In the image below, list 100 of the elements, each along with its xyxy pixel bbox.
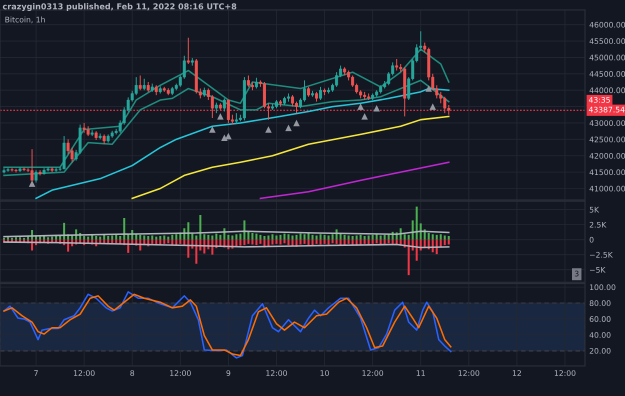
bar <box>247 240 250 244</box>
bar <box>39 236 42 240</box>
candlestick <box>86 126 90 137</box>
candlestick <box>443 96 446 114</box>
bar <box>332 234 334 240</box>
bar <box>376 240 378 244</box>
point <box>209 126 216 133</box>
bar <box>432 234 434 240</box>
bar <box>215 234 218 240</box>
bar <box>183 240 186 246</box>
candlestick <box>262 82 266 109</box>
bar <box>372 240 374 244</box>
annotation: crazygin0313 published, Feb 11, 2022 08:16 UTC+8 <box>2 3 236 12</box>
bar <box>312 234 314 240</box>
bar <box>251 240 254 244</box>
bar <box>47 237 50 240</box>
bar <box>251 233 254 240</box>
candlestick <box>226 98 230 124</box>
bar <box>287 234 290 240</box>
bar <box>243 220 246 240</box>
point <box>361 113 368 120</box>
bar <box>175 240 178 246</box>
bar <box>332 240 334 244</box>
bar <box>267 235 270 240</box>
bar <box>143 235 146 240</box>
bar <box>348 235 350 240</box>
candlestick <box>34 170 38 184</box>
point <box>425 85 432 92</box>
bar <box>300 240 302 244</box>
bar <box>328 240 330 244</box>
candlestick <box>307 86 310 98</box>
bar <box>139 234 142 240</box>
bar <box>368 235 370 240</box>
bar <box>255 234 258 240</box>
bar <box>199 215 202 240</box>
candlestick <box>142 78 146 91</box>
candlestick <box>202 87 206 98</box>
bar <box>392 240 394 244</box>
bar <box>308 240 310 246</box>
bar <box>155 236 158 240</box>
bar <box>320 240 322 244</box>
candlestick <box>214 102 218 114</box>
bar <box>195 240 198 264</box>
candlestick <box>319 86 322 101</box>
candlestick <box>102 134 106 145</box>
bar <box>219 234 222 240</box>
bar <box>227 234 230 240</box>
bar <box>283 240 286 244</box>
bar <box>336 240 338 244</box>
bar <box>119 236 122 240</box>
bar <box>376 234 378 240</box>
candlestick <box>395 58 398 72</box>
bar <box>123 218 126 240</box>
bar <box>316 240 318 244</box>
bar <box>279 240 282 244</box>
bar <box>263 236 266 240</box>
bar <box>408 240 410 276</box>
bar <box>103 234 106 240</box>
point <box>217 113 224 120</box>
bar <box>296 234 298 240</box>
candlestick <box>146 82 150 92</box>
bar <box>352 240 354 244</box>
point <box>357 103 364 110</box>
candlestick <box>335 72 338 88</box>
bar <box>83 236 86 240</box>
bar <box>187 240 190 258</box>
bar <box>171 234 174 240</box>
bar <box>388 240 390 244</box>
bar <box>348 240 350 244</box>
bar <box>364 240 366 244</box>
candlestick <box>154 84 158 96</box>
bar <box>147 236 150 240</box>
bar <box>312 240 314 246</box>
bar <box>444 240 446 246</box>
bar <box>324 240 326 244</box>
bar <box>15 237 18 240</box>
bar <box>287 240 290 246</box>
point <box>285 124 292 132</box>
bar <box>364 236 366 240</box>
candlestick <box>82 122 86 134</box>
bar <box>187 222 190 240</box>
point <box>28 180 36 187</box>
bar <box>207 234 210 240</box>
point <box>225 132 232 140</box>
bar <box>191 234 194 240</box>
bar <box>356 235 358 240</box>
bar <box>243 240 246 246</box>
bar <box>107 236 110 240</box>
bar <box>55 236 58 240</box>
bar <box>292 235 294 240</box>
bar <box>111 235 114 240</box>
candlestick <box>222 98 226 112</box>
bar <box>167 240 170 244</box>
bar <box>444 235 446 240</box>
candlestick <box>315 91 318 102</box>
bar <box>316 235 318 240</box>
bar <box>231 235 234 240</box>
bar <box>428 233 430 240</box>
candlestick <box>234 112 238 124</box>
bar <box>271 234 274 240</box>
